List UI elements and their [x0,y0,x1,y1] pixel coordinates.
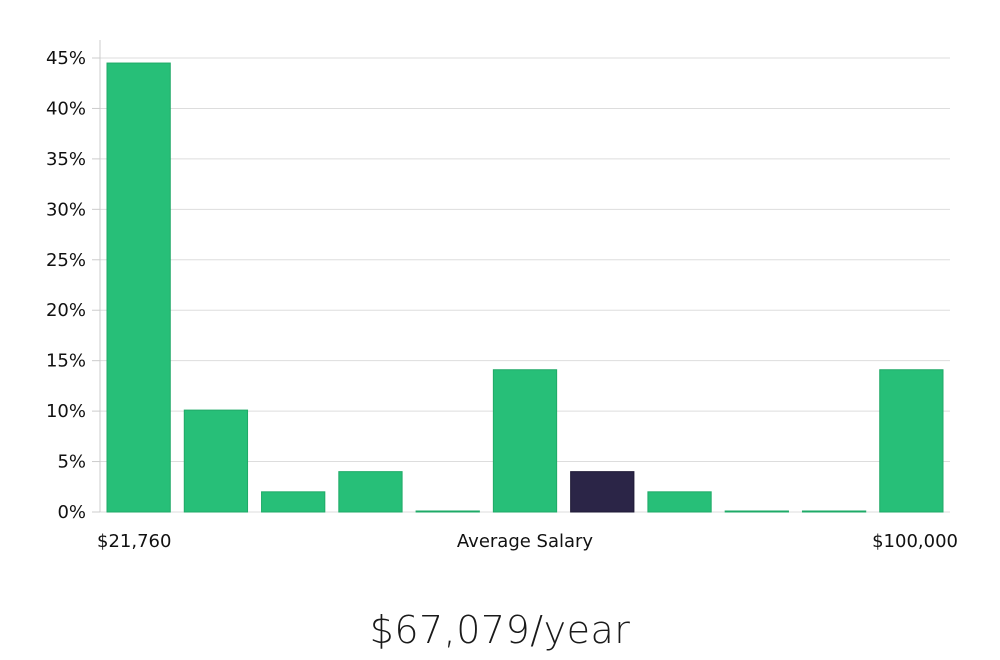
y-tick-label: 0% [57,502,86,523]
average-salary-value: $67,079/year [369,608,631,652]
bar [801,510,867,513]
bar [415,510,480,513]
bar-highlighted [570,471,635,513]
y-tick-label: 40% [46,98,86,119]
bar [724,510,789,513]
chart-svg: 0% 5% 10% 15% 20% 25% 30% 35% 40% 45% $21,760 Avera… [46,40,958,552]
y-tick-label: 35% [46,149,86,170]
x-min-label: $21,760 [97,531,171,552]
x-axis-title: Average Salary [457,531,594,552]
y-tick-label: 10% [46,401,86,422]
bar [106,62,171,513]
bar [183,409,249,513]
y-tick-label: 25% [46,250,86,271]
bar [492,369,558,513]
y-tick-label: 15% [46,351,86,372]
bar [261,491,326,513]
y-tick-label: 20% [46,300,86,321]
y-tick-label: 5% [57,452,86,473]
bar [879,369,944,513]
y-tick-label: 45% [46,48,86,69]
y-tick-label: 30% [46,199,86,220]
bar [647,491,712,513]
x-max-label: $100,000 [872,531,958,552]
bar [338,471,403,513]
